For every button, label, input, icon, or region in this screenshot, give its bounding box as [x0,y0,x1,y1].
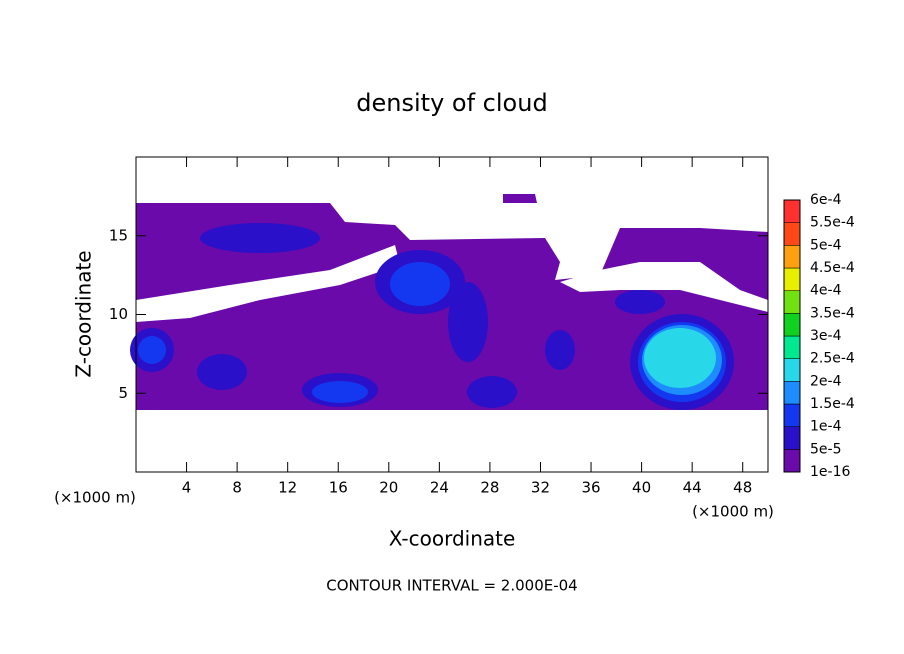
colorbar-segment [783,381,801,405]
x-tick-label: 4 [182,479,192,497]
colorbar-label: 1.5e-4 [810,396,855,412]
colorbar-label: 5e-4 [810,237,842,253]
colorbar-segment [783,426,801,450]
y-tick-label: 15 [109,226,128,244]
x-tick-label: 44 [683,479,702,497]
colorbar-label: 6e-4 [810,192,842,208]
footnote: CONTOUR INTERVAL = 2.000E-04 [326,577,577,595]
chart-title: density of cloud [356,89,547,117]
contour-region [390,262,450,306]
contour-region [644,328,716,388]
colorbar-segment [783,313,801,337]
contour-gap [560,262,768,312]
colorbar-segment [783,245,801,269]
x-tick-label: 20 [379,479,398,497]
contour-gap [136,245,400,322]
x-unit: (×1000 m) [692,503,774,521]
contour-region [200,223,320,253]
contour-region [312,381,368,403]
colorbar-label: 2.5e-4 [810,351,855,367]
colorbar-label: 4.5e-4 [810,260,855,276]
y-axis-label: Z-coordinate [72,250,96,377]
contour-region [197,354,247,390]
x-tick-label: 36 [581,479,600,497]
contour-region [615,290,665,314]
x-tick-label: 28 [480,479,499,497]
colorbar-label: 3e-4 [810,328,842,344]
y-tick-label: 5 [118,384,128,402]
colorbar-segment [783,403,801,427]
y-tick-label: 10 [109,305,128,323]
x-tick-label: 24 [430,479,449,497]
colorbar-label: 5.5e-4 [810,215,855,231]
contour-region [138,336,166,364]
colorbar-segment [783,199,801,223]
contour-region [545,330,575,370]
colorbar-segment [783,290,801,314]
contour-field [130,194,768,410]
colorbar-label: 1e-16 [810,464,850,480]
contour-region [448,282,488,362]
x-unit: (×1000 m) [54,489,136,507]
colorbar-segment [783,222,801,246]
colorbar-segment [783,335,801,359]
colorbar-segment [783,449,801,473]
colorbar-label: 5e-5 [810,441,841,457]
colorbar-label: 2e-4 [810,373,842,389]
x-tick-label: 12 [278,479,297,497]
x-tick-label: 16 [329,479,348,497]
colorbar-label: 1e-4 [810,419,842,435]
contour-region [503,194,537,203]
colorbar-frame [783,199,801,473]
x-tick-label: 40 [632,479,651,497]
x-tick-label: 8 [232,479,242,497]
x-tick-label: 48 [733,479,752,497]
contour-region [467,376,517,408]
colorbar-label: 3.5e-4 [810,305,855,321]
colorbar-segment [783,267,801,291]
colorbar-segment [783,358,801,382]
colorbar-label: 4e-4 [810,283,842,299]
x-tick-label: 32 [531,479,550,497]
x-axis-label: X-coordinate [389,527,516,551]
